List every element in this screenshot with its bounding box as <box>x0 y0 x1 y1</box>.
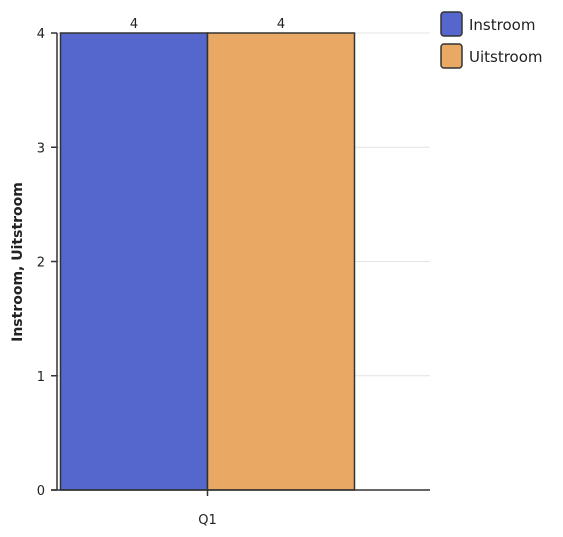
data-label: 4 <box>277 17 285 32</box>
legend-swatch-instroom <box>440 11 463 37</box>
y-tick-label: 1 <box>37 370 45 385</box>
bar-instroom <box>59 32 209 491</box>
y-tick-label: 2 <box>37 256 45 271</box>
legend: Instroom Uitstroom <box>440 11 543 69</box>
legend-swatch-uitstroom <box>440 43 463 69</box>
y-tick-label: 3 <box>37 141 45 156</box>
y-tick-label: 4 <box>37 27 45 42</box>
y-ticks: 0 1 2 3 4 <box>37 27 57 499</box>
legend-label-uitstroom: Uitstroom <box>469 48 543 66</box>
legend-label-instroom: Instroom <box>469 16 535 34</box>
y-tick-label: 0 <box>37 484 45 499</box>
data-label: 4 <box>130 17 138 32</box>
x-tick-label: Q1 <box>198 513 217 528</box>
y-axis-title: Instroom, Uitstroom <box>10 182 26 342</box>
bars <box>59 32 356 491</box>
x-ticks: Q1 <box>198 490 217 528</box>
bar-uitstroom <box>206 32 356 491</box>
